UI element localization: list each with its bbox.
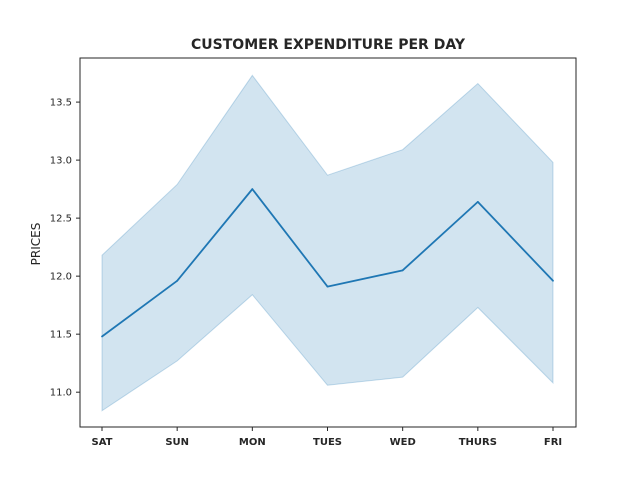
y-tick-label: 12.5 xyxy=(50,214,72,225)
y-tick-label: 13.5 xyxy=(50,98,72,109)
x-tick-label: WED xyxy=(390,437,416,448)
x-tick-label: SUN xyxy=(165,437,189,448)
y-tick-label: 13.0 xyxy=(50,156,72,167)
x-tick-label: TUES xyxy=(313,437,342,448)
data-point xyxy=(401,269,404,272)
x-tick-label: SAT xyxy=(92,437,113,448)
confidence-band xyxy=(101,74,554,412)
data-point xyxy=(176,279,179,282)
y-tick-label: 12.0 xyxy=(50,272,72,283)
data-point xyxy=(101,335,103,338)
x-tick-label: THURS xyxy=(459,437,497,448)
chart-title: CUSTOMER EXPENDITURE PER DAY xyxy=(191,37,466,53)
data-point xyxy=(552,279,554,282)
x-tick-label: MON xyxy=(239,437,266,448)
plot-area: 11.0 11.5 12.0 12.5 13.0 13.5 SAT SUN MON TUES WED… xyxy=(50,74,562,448)
x-tick-label: FRI xyxy=(544,437,562,448)
data-point xyxy=(326,285,329,288)
y-axis-label: PRICES xyxy=(29,223,43,266)
y-tick-label: 11.5 xyxy=(50,330,72,341)
data-point xyxy=(251,188,254,191)
plot-frame xyxy=(79,57,577,428)
data-point xyxy=(476,200,479,203)
y-tick-label: 11.0 xyxy=(50,388,72,399)
